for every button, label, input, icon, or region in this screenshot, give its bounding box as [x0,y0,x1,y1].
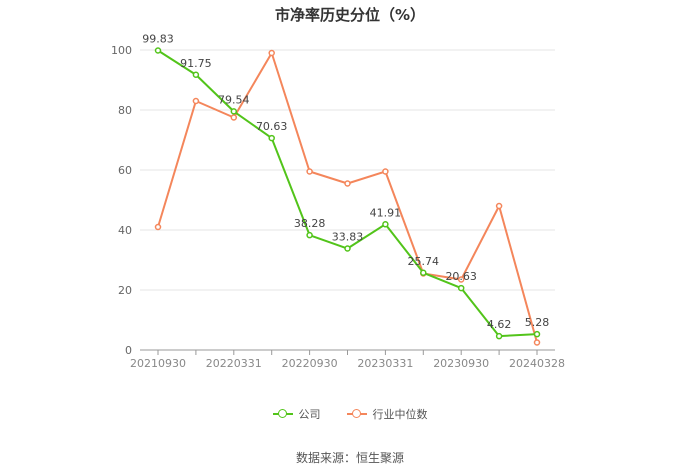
data-label: 99.83 [142,33,174,46]
y-tick-label: 0 [125,344,132,357]
chart-title: 市净率历史分位（%） [274,6,426,24]
data-point [382,168,389,175]
data-point [457,284,465,292]
chart-legend: 公司 行业中位数 [0,406,700,422]
legend-line-icon [272,409,293,419]
x-tick-label: 20230930 [433,357,489,370]
data-point [268,49,275,57]
data-label: 41.91 [370,206,402,219]
data-label: 33.83 [332,231,364,244]
y-tick-label: 20 [118,284,132,297]
data-point [154,47,162,54]
x-tick-label: 20240328 [509,357,565,370]
x-tick-label: 20220331 [206,357,262,370]
y-tick-label: 100 [111,44,132,57]
data-point [457,276,465,283]
series-line-industry-median [157,52,538,343]
data-point [306,231,313,239]
data-point [495,202,503,210]
data-point [495,332,503,340]
x-tick-label: 20210930 [130,357,186,370]
series-line-company [157,49,538,338]
data-label: 20.63 [445,270,477,283]
data-point [306,168,313,175]
data-label: 91.75 [180,57,212,70]
y-tick-label: 40 [118,224,132,237]
y-tick-label: 60 [118,164,132,177]
data-point [268,134,275,142]
data-point [230,114,238,121]
line-chart: 0 20 40 60 80 100 20210930 20220331 20220930 2023… [111,33,565,370]
legend-item-company[interactable]: 公司 [272,406,321,422]
data-source-note: 数据来源：恒生聚源 [295,451,404,465]
legend-label: 行业中位数 [372,408,428,421]
legend-line-icon [346,409,367,419]
data-point [154,223,162,231]
x-tick-label: 20230331 [357,357,413,370]
data-point [533,339,541,346]
data-point [344,245,351,252]
data-label: 70.63 [256,120,288,133]
data-label: 4.62 [487,318,512,331]
data-point [420,269,427,277]
data-point [192,97,200,105]
data-label: 79.54 [218,93,250,106]
data-point [230,108,238,115]
data-point [344,180,351,187]
legend-item-industry-median[interactable]: 行业中位数 [346,406,428,422]
data-label: 5.28 [525,316,550,329]
data-point [192,71,200,78]
data-label: 25.74 [408,255,440,268]
data-point [382,221,389,228]
data-label: 38.28 [294,217,326,230]
x-tick-label: 20220930 [282,357,338,370]
data-point [533,330,541,338]
y-tick-label: 80 [118,104,132,117]
legend-label: 公司 [298,408,321,421]
